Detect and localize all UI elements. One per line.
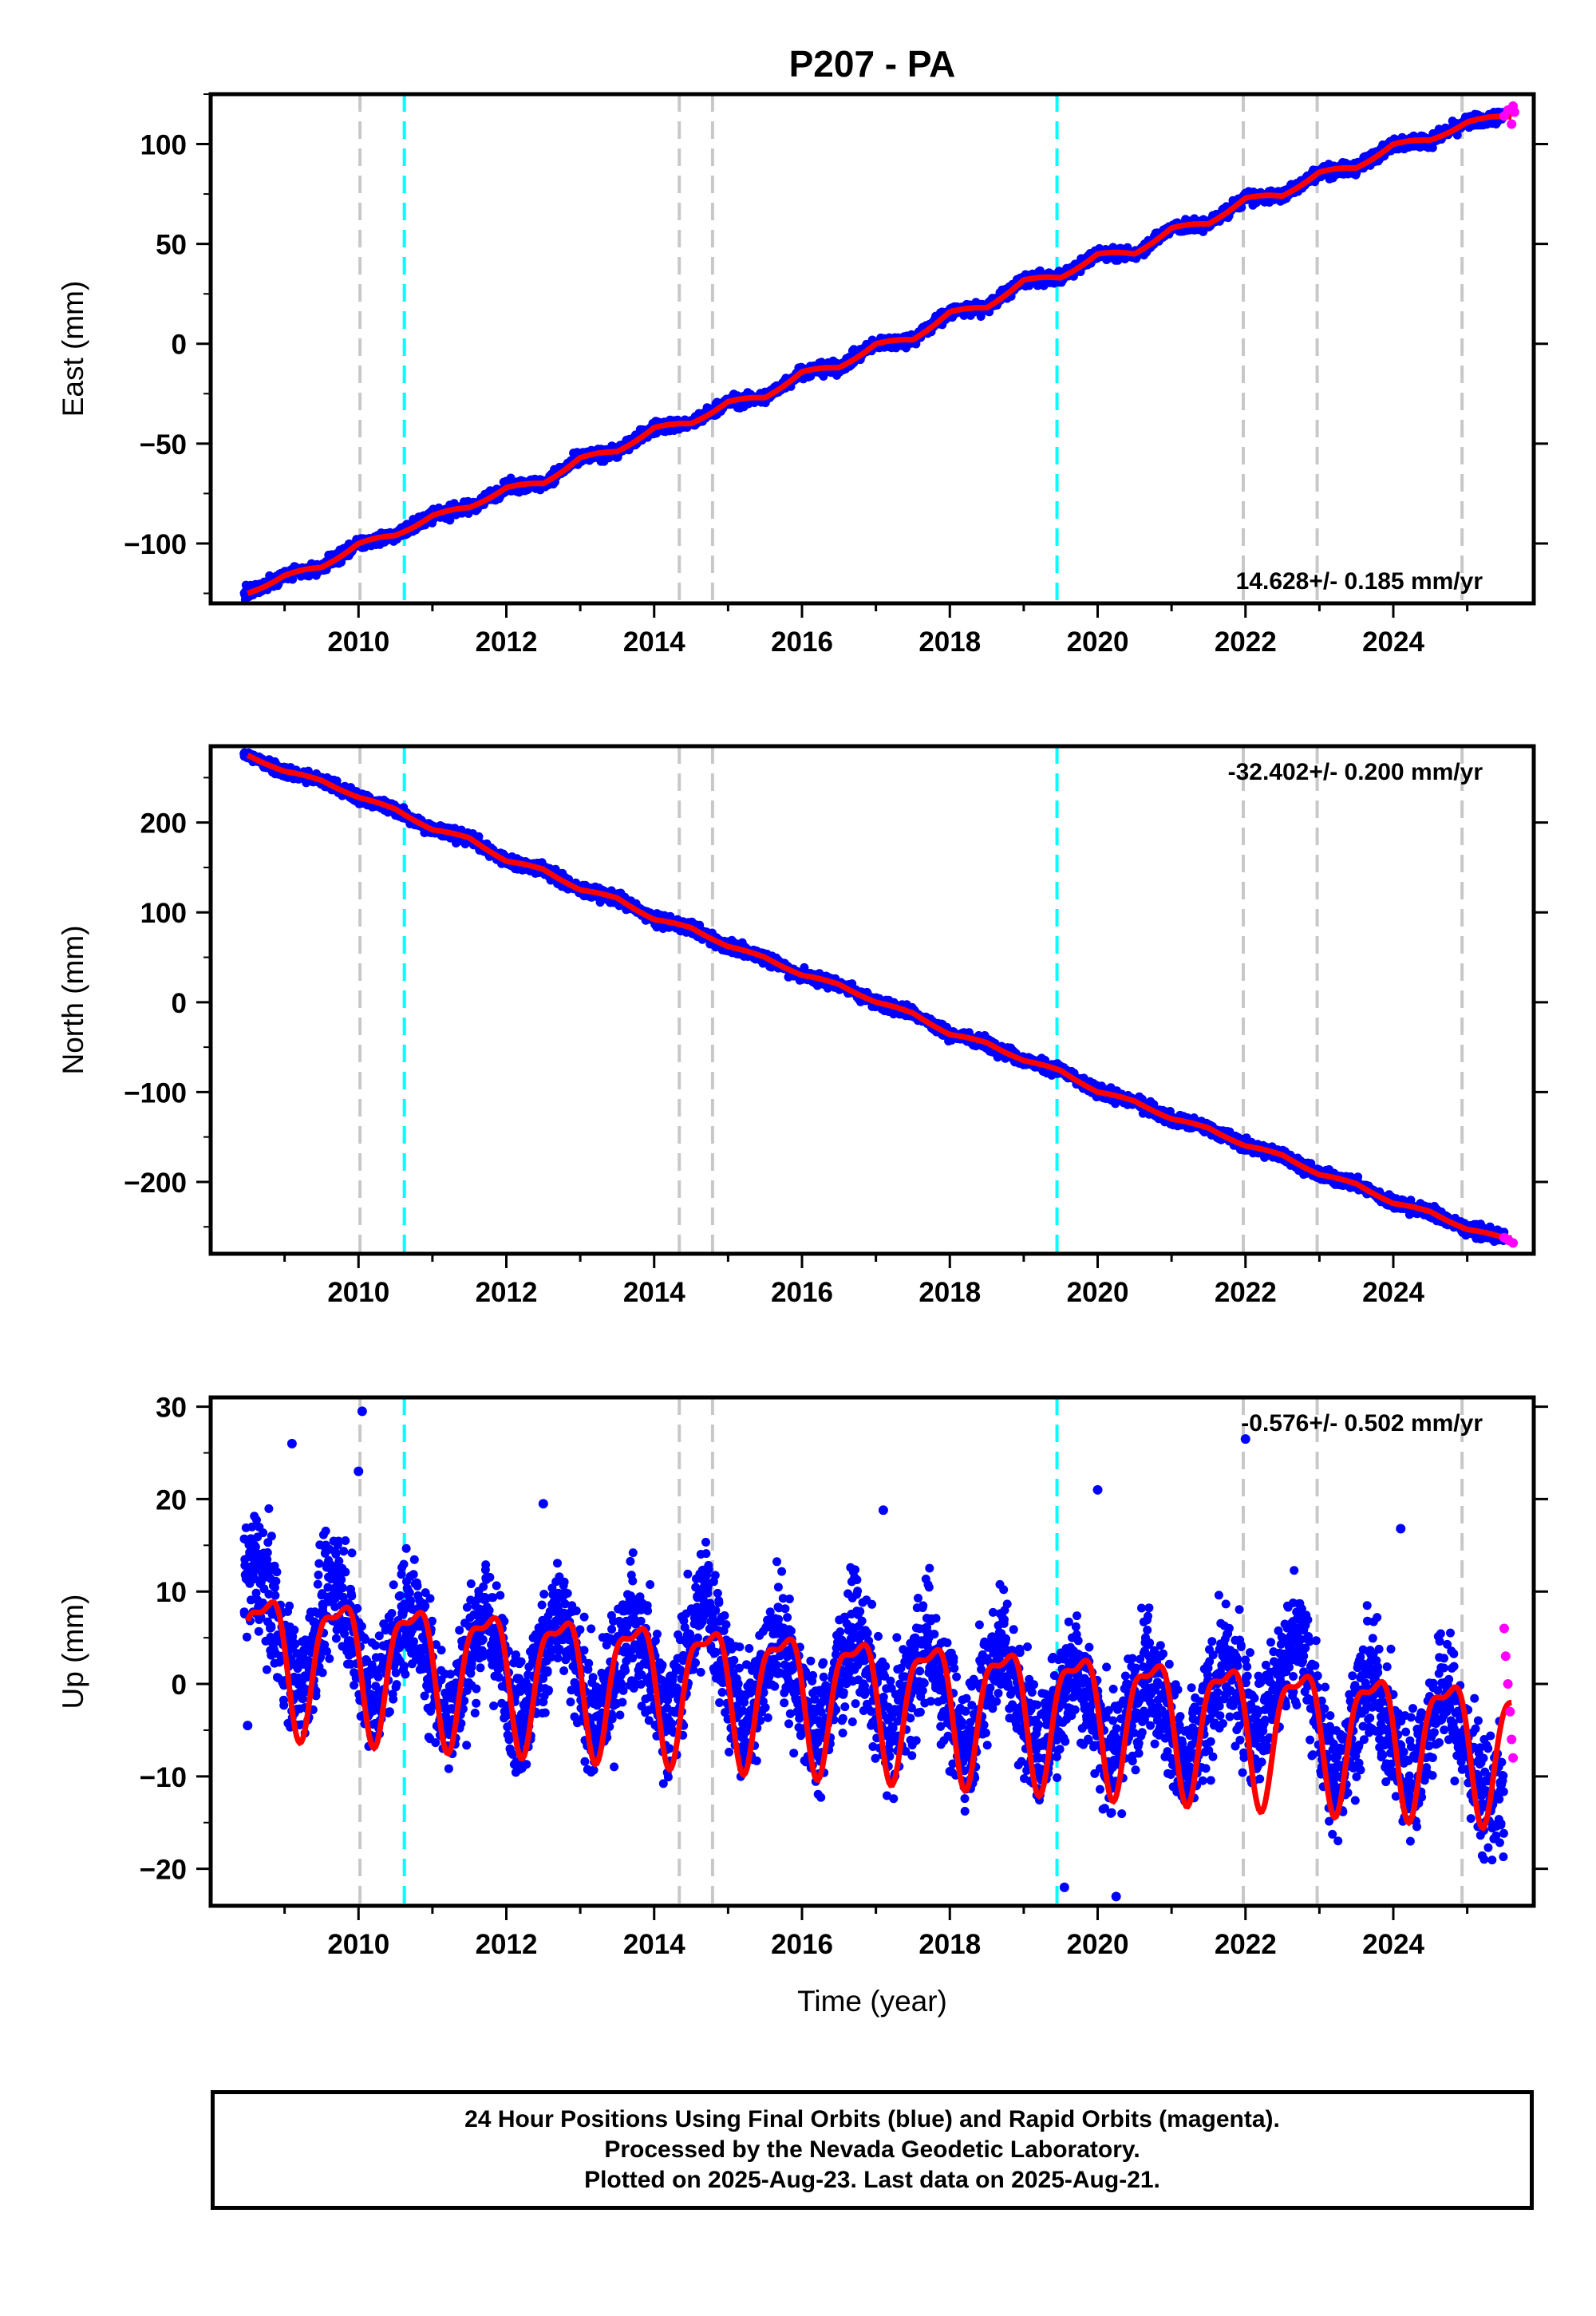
y-tick-label: −50 [140, 429, 187, 460]
x-tick-label: 2024 [1362, 626, 1424, 658]
x-tick-label: 2022 [1215, 626, 1277, 658]
x-tick-label: 2010 [327, 626, 389, 658]
x-tick-label: 2012 [476, 626, 538, 658]
y-tick-label: −100 [124, 529, 187, 560]
rapid-orbit-points [1499, 101, 1519, 129]
x-tick-label: 2016 [771, 626, 833, 658]
y-tick-label: 100 [140, 130, 187, 161]
panels: 100 50 0 −50 −100 2010 2012 2014 2016 2018 2020 202… [57, 92, 1548, 1960]
data-point [1452, 130, 1462, 140]
x-tick-label: 2014 [623, 626, 685, 658]
data-point [474, 832, 484, 841]
rapid-point [1509, 107, 1519, 117]
chart-title: P207 - PA [789, 43, 956, 85]
panel-east: 100 50 0 −50 −100 2010 2012 2014 2016 2018 2020 202… [57, 92, 1548, 658]
x-tick-label: 2020 [1067, 626, 1129, 658]
y-tick-label: 0 [172, 330, 187, 361]
y-axis-label: East (mm) [57, 281, 89, 417]
data-layer [239, 748, 1519, 1248]
velocity-label: 14.628+/- 0.185 mm/yr [1236, 568, 1483, 595]
y-tick-label: 50 [156, 230, 187, 261]
data-layer [239, 101, 1519, 603]
plot-frame [208, 92, 1536, 606]
data-point [332, 777, 342, 785]
model-curve [247, 113, 1512, 596]
x-tick-label: 2018 [918, 626, 981, 658]
rapid-point [1507, 119, 1517, 129]
